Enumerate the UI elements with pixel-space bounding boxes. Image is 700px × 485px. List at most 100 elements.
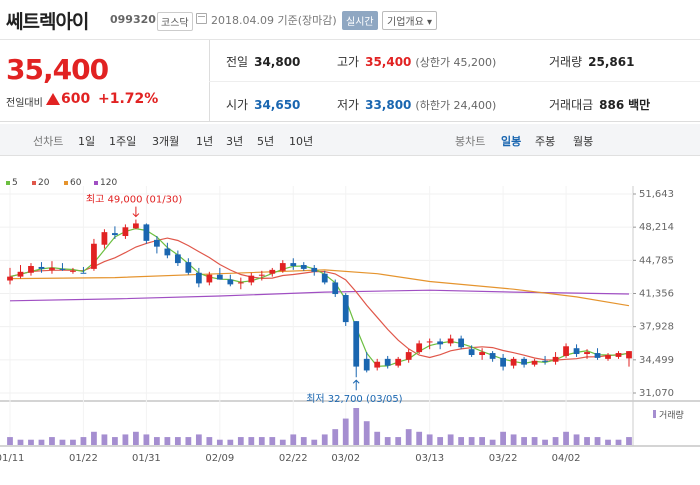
volume-bar xyxy=(552,437,559,445)
volume-bar xyxy=(17,439,24,445)
change-percent: +1.72% xyxy=(98,91,159,107)
x-tick-label: 01/31 xyxy=(132,453,161,464)
candle-body xyxy=(143,224,150,241)
period-10y[interactable]: 10년 xyxy=(289,135,314,148)
candle xyxy=(300,262,307,271)
candle xyxy=(563,343,569,358)
low-label: 저가 xyxy=(337,98,360,112)
candle-body xyxy=(584,352,590,355)
candle-body xyxy=(521,358,527,365)
candle-body xyxy=(458,338,465,348)
volume-bar xyxy=(133,431,139,445)
volume-bar xyxy=(615,439,622,445)
legend-label: 20 xyxy=(38,178,50,188)
candle-body xyxy=(17,271,24,277)
candle xyxy=(195,267,202,288)
max-arrow-icon xyxy=(132,206,140,218)
candle xyxy=(395,356,402,368)
candle-body xyxy=(311,267,318,272)
candle xyxy=(479,348,486,360)
stock-code: 099320 xyxy=(110,13,156,26)
volume-bar xyxy=(174,437,181,445)
lower-limit: (하한가 24,400) xyxy=(415,99,497,112)
candle xyxy=(615,351,622,359)
candle-body xyxy=(552,356,559,362)
legend-swatch xyxy=(32,180,36,185)
volume-bar xyxy=(80,437,87,445)
candle-body xyxy=(363,358,370,371)
period-3y[interactable]: 3년 xyxy=(226,135,244,148)
volume-bar xyxy=(332,429,339,445)
candle-body xyxy=(206,274,213,283)
legend-label: 120 xyxy=(100,178,118,188)
candle xyxy=(112,226,118,239)
candle-body xyxy=(153,239,160,247)
company-info-dropdown[interactable]: 기업개요 ▾ xyxy=(382,11,437,30)
volume-bar xyxy=(342,418,349,445)
candle xyxy=(80,266,87,274)
candle xyxy=(363,352,370,373)
high-value: 35,400 xyxy=(365,55,412,69)
y-tick-label: 41,356 xyxy=(639,289,674,300)
volume-bar xyxy=(374,431,381,445)
tab-weekly[interactable]: 주봉 xyxy=(535,135,556,148)
candle-body xyxy=(101,232,108,245)
volume-bar xyxy=(143,434,150,445)
candle xyxy=(269,267,276,277)
x-tick-label: 01/22 xyxy=(69,453,98,464)
candle-body xyxy=(563,346,569,356)
period-5y[interactable]: 5년 xyxy=(257,135,275,148)
candle-body xyxy=(290,263,297,266)
open-value: 34,650 xyxy=(254,98,301,112)
prev-close: 전일 34,800 xyxy=(226,53,300,70)
candle xyxy=(122,224,129,239)
candle xyxy=(143,223,150,244)
x-tick-label: 02/09 xyxy=(205,453,234,464)
y-tick-label: 48,214 xyxy=(639,222,674,233)
realtime-button[interactable]: 실시간 xyxy=(342,11,378,30)
period-1y[interactable]: 1년 xyxy=(196,135,214,148)
candle-body xyxy=(7,276,13,281)
candle xyxy=(416,340,423,355)
volume-bar xyxy=(248,437,255,445)
volume-bar xyxy=(500,431,506,445)
candle-body xyxy=(510,358,517,366)
candle-body xyxy=(185,262,192,273)
open-label: 시가 xyxy=(226,98,249,112)
period-1w[interactable]: 1주일 xyxy=(109,135,137,148)
candle xyxy=(584,349,590,359)
volume-bar xyxy=(542,439,548,445)
period-3m[interactable]: 3개월 xyxy=(152,135,180,148)
candle-body xyxy=(594,353,601,358)
candle-body xyxy=(237,282,244,284)
candle xyxy=(437,338,444,350)
candle xyxy=(531,358,538,367)
volume-bar xyxy=(258,437,265,445)
candle xyxy=(7,267,13,285)
amount-value: 886 xyxy=(599,98,625,112)
stock-name: 쎄트렉아이 xyxy=(6,11,89,33)
upper-limit: (상한가 45,200) xyxy=(415,56,497,69)
volume-bar xyxy=(70,439,76,445)
tab-monthly[interactable]: 월봉 xyxy=(573,135,594,148)
volume-bar xyxy=(101,434,108,445)
x-tick-label: 03/22 xyxy=(489,453,518,464)
low-value: 33,800 xyxy=(365,98,412,112)
legend-ma120: 120 xyxy=(94,178,117,188)
x-tick-label: 02/22 xyxy=(279,453,308,464)
candle xyxy=(426,338,433,350)
candle-body xyxy=(447,338,454,344)
open-price: 시가 34,650 xyxy=(226,96,300,113)
change-value: 600 xyxy=(61,91,91,107)
candle xyxy=(353,321,360,378)
candle-body xyxy=(542,360,548,362)
candle-body xyxy=(531,360,538,365)
legend-label: 5 xyxy=(12,178,18,188)
volume-bar xyxy=(206,437,213,445)
period-1d[interactable]: 1일 xyxy=(78,135,96,148)
tab-daily[interactable]: 일봉 xyxy=(501,135,522,148)
max-annotation: 최고 49,000 (01/30) xyxy=(86,194,182,206)
candle-body xyxy=(426,341,433,343)
candle-body xyxy=(49,267,55,270)
